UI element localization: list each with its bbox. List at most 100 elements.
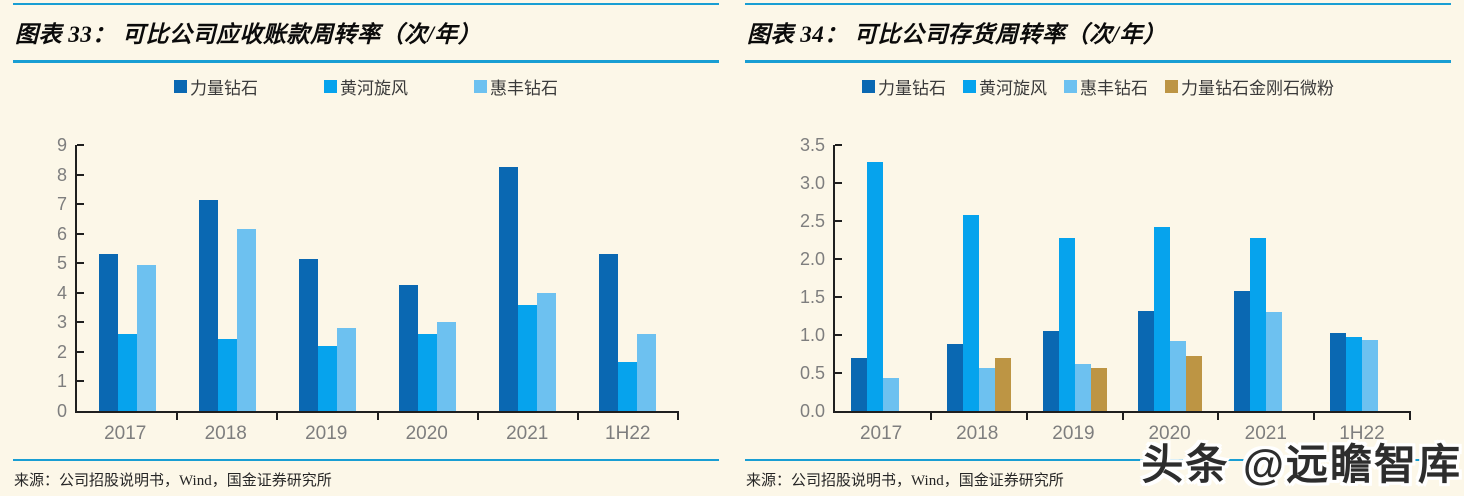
bar [946,344,963,411]
y-tick-mark [77,350,84,353]
x-axis-label: 2017 [104,423,147,444]
bar [1266,312,1283,411]
y-axis-label: 9 [56,135,67,155]
y-tick-mark [77,321,84,324]
y-axis-label: 3 [56,312,67,333]
bar [1250,237,1267,411]
bar-group [277,145,377,411]
bar [198,199,218,411]
legend: 力量钻石 黄河旋风 惠丰钻石 [13,74,719,99]
legend-swatch [862,79,875,93]
x-tick-mark [1121,411,1124,420]
bar [637,334,657,411]
chart-panel-inventory-turnover: 图表 34： 可比公司存货周转率（次/年） 力量钻石 黄河旋风 惠丰钻石 力量钻石金刚… [732,0,1464,496]
bar [1186,356,1203,411]
bar [418,334,438,411]
bar [336,328,356,411]
source-note: 来源：公司招股说明书，Wind，国金证券研究所 [745,459,1451,490]
y-axis-label: 1.0 [799,325,825,345]
y-axis-label: 1.5 [799,287,825,307]
bar [317,345,337,411]
bar [618,362,638,411]
legend-item: 惠丰钻石 [474,74,558,99]
x-axis-label: 2017 [859,423,903,444]
bar [217,338,237,411]
source-note: 来源：公司招股说明书，Wind，国金证券研究所 [13,459,719,490]
x-axis-label: 2020 [1148,423,1191,444]
bar [1042,331,1059,411]
bar [599,254,619,411]
bar [136,264,156,411]
legend-swatch [963,79,976,93]
y-tick-mark [835,258,842,260]
y-tick-mark [835,144,842,146]
y-tick-mark [77,173,84,176]
bars [77,145,678,411]
y-axis-label: 5 [56,253,67,274]
bar-group [77,145,177,411]
chart-panel-receivables-turnover: 图表 33： 可比公司应收账款周转率（次/年） 力量钻石 黄河旋风 惠丰钻石 9 8 7… [13,3,719,490]
bar-group [1027,145,1123,411]
legend-label: 黄河旋风 [979,78,1047,98]
bar-group [835,145,931,411]
y-axis-labels: 3.5 3.0 2.5 2.0 1.5 1.0 0.5 0.0 [771,136,825,420]
bar [1058,238,1075,411]
y-axis-label: 2.0 [799,249,825,269]
y-tick-mark [835,372,842,374]
legend-swatch [1064,79,1077,93]
bar [1074,363,1091,411]
x-tick-mark [576,411,579,420]
x-axis-label: 2018 [956,423,999,444]
bar [994,357,1011,411]
y-tick-mark [77,380,84,383]
bar-group [578,145,678,411]
x-axis-label: 2021 [1244,423,1287,444]
legend-label: 力量钻石 [878,78,946,98]
legend-label: 黄河旋风 [340,78,408,98]
x-axis-label: 2019 [305,423,348,444]
plot-area [75,144,679,420]
legend-item: 黄河旋风 [963,74,1047,99]
bar [962,214,979,411]
chart-body: 9 8 7 6 5 4 3 2 1 0 2017 2018 2019 2020 2021 1H22 [13,96,719,448]
legend-item: 黄河旋风 [324,74,408,99]
bar [1346,336,1363,411]
legend-item: 力量钻石金刚石微粉 [1165,74,1334,99]
bar [1090,368,1107,411]
bar [1234,290,1251,411]
bar-group [177,145,277,411]
x-tick-mark [1313,411,1316,420]
x-axis-label: 2020 [405,423,448,444]
y-axis-label: 7 [56,194,67,215]
legend-label: 力量钻石金刚石微粉 [1181,78,1334,98]
legend-label: 惠丰钻石 [490,78,558,98]
bar [537,292,557,411]
y-tick-mark [77,262,84,265]
legend-item: 惠丰钻石 [1064,74,1148,99]
bar [499,167,519,411]
y-tick-mark [77,144,84,146]
y-axis-label: 6 [56,223,67,244]
x-tick-mark [476,411,479,420]
legend-swatch [174,79,187,93]
x-tick-mark [1409,411,1411,420]
bar-group [378,145,478,411]
bar [98,254,118,411]
x-tick-mark [1025,411,1028,420]
x-tick-mark [376,411,379,420]
x-axis-label: 1H22 [605,423,651,444]
plot-area [833,144,1411,420]
legend-label: 力量钻石 [190,78,258,98]
legend-swatch [1165,79,1178,93]
bars [835,145,1410,411]
watermark: 头条 @远瞻智库 [1141,441,1462,488]
x-tick-mark [276,411,279,420]
x-axis-label: 2019 [1052,423,1095,444]
y-tick-mark [835,296,842,298]
bar [399,285,419,411]
bar [518,304,538,411]
legend-item: 力量钻石 [862,74,946,99]
x-tick-mark [1217,411,1220,420]
y-tick-mark [835,182,842,184]
